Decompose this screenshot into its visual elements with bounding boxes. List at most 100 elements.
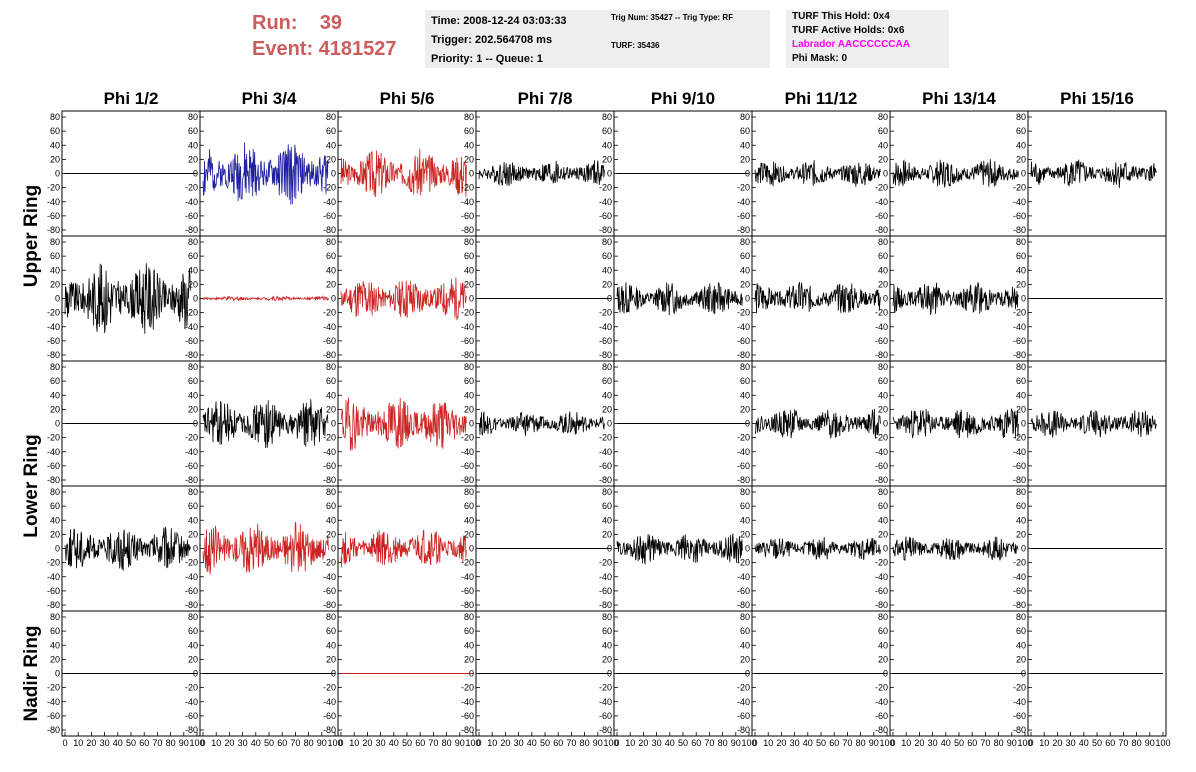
y-tick-label: -80: [47, 725, 60, 735]
y-tick-label: 40: [50, 515, 60, 525]
x-tick-label: 20: [776, 738, 786, 748]
y-tick-label: 40: [464, 390, 474, 400]
y-tick-label: 40: [464, 265, 474, 275]
y-tick-label: 80: [464, 362, 474, 372]
y-tick-label: 20: [464, 654, 474, 664]
y-tick-label: -60: [737, 461, 750, 471]
x-tick-label: 80: [166, 738, 176, 748]
y-tick-label: -60: [599, 586, 612, 596]
y-tick-label: -40: [47, 447, 60, 457]
x-tick-label: 10: [625, 738, 635, 748]
y-tick-label: -80: [461, 725, 474, 735]
y-tick-label: 20: [1016, 529, 1026, 539]
y-tick-label: -20: [599, 308, 612, 318]
y-tick-label: -60: [47, 586, 60, 596]
x-tick-label: 50: [816, 738, 826, 748]
y-tick-label: -20: [47, 308, 60, 318]
y-tick-label: -20: [461, 683, 474, 693]
y-tick-label: -80: [1013, 725, 1026, 735]
x-tick-label: 20: [86, 738, 96, 748]
y-tick-label: -40: [875, 197, 888, 207]
y-tick-label: 20: [50, 154, 60, 164]
y-tick-label: -60: [461, 711, 474, 721]
y-tick-label: 0: [1021, 669, 1026, 679]
y-tick-label: 80: [1016, 487, 1026, 497]
y-tick-label: -80: [875, 350, 888, 360]
y-tick-label: 40: [464, 140, 474, 150]
y-tick-label: 20: [1016, 154, 1026, 164]
x-tick-label: 60: [415, 738, 425, 748]
y-tick-label: 20: [602, 279, 612, 289]
y-tick-label: 0: [1021, 294, 1026, 304]
y-tick-label: 20: [464, 404, 474, 414]
y-tick-label: 20: [188, 529, 198, 539]
x-tick-label: 80: [442, 738, 452, 748]
y-tick-label: -60: [47, 336, 60, 346]
y-tick-label: -20: [185, 433, 198, 443]
y-tick-label: 80: [740, 362, 750, 372]
y-tick-label: -80: [875, 225, 888, 235]
y-tick-label: 80: [188, 237, 198, 247]
waveform-trace: [340, 277, 467, 321]
y-tick-label: 60: [326, 501, 336, 511]
y-tick-label: 0: [607, 669, 612, 679]
y-tick-label: -20: [875, 308, 888, 318]
waveform-trace: [478, 160, 605, 187]
x-tick-label: 80: [1132, 738, 1142, 748]
y-tick-label: -60: [323, 336, 336, 346]
x-tick-label: 10: [1039, 738, 1049, 748]
trigger-info-panel: Time: 2008-12-24 03:03:33 Trigger: 202.5…: [425, 10, 617, 68]
y-tick-label: -60: [599, 711, 612, 721]
priority-text: Priority: 1 -- Queue: 1: [431, 53, 543, 65]
y-tick-label: 40: [1016, 390, 1026, 400]
y-tick-label: -80: [599, 475, 612, 485]
x-tick-label: 90: [179, 738, 189, 748]
y-tick-label: 60: [188, 501, 198, 511]
x-tick-label: 50: [1092, 738, 1102, 748]
y-tick-label: 80: [50, 112, 60, 122]
y-tick-label: -40: [47, 697, 60, 707]
x-tick-label: 60: [829, 738, 839, 748]
waveform-trace: [892, 159, 1019, 188]
y-tick-label: 40: [464, 515, 474, 525]
y-tick-label: -80: [1013, 225, 1026, 235]
y-tick-label: 80: [740, 237, 750, 247]
waveform-trace: [64, 526, 191, 571]
y-tick-label: -60: [1013, 336, 1026, 346]
y-tick-label: 40: [1016, 640, 1026, 650]
y-tick-label: -60: [323, 461, 336, 471]
y-tick-label: -40: [1013, 572, 1026, 582]
y-tick-label: -60: [599, 461, 612, 471]
x-tick-label: 40: [665, 738, 675, 748]
y-tick-label: -40: [599, 572, 612, 582]
y-tick-label: 60: [878, 251, 888, 261]
column-header: Phi 3/4: [242, 89, 297, 108]
x-tick-label: 100: [327, 738, 342, 748]
y-tick-label: 20: [50, 529, 60, 539]
y-tick-label: 60: [740, 251, 750, 261]
x-tick-label: 30: [514, 738, 524, 748]
x-tick-label: 10: [901, 738, 911, 748]
y-tick-label: 40: [602, 265, 612, 275]
y-tick-label: 20: [878, 279, 888, 289]
y-tick-label: 40: [188, 390, 198, 400]
y-tick-label: -40: [461, 572, 474, 582]
y-tick-label: -80: [737, 350, 750, 360]
y-tick-label: 20: [878, 654, 888, 664]
y-tick-label: -40: [599, 447, 612, 457]
y-tick-label: -80: [47, 225, 60, 235]
x-tick-label: 80: [856, 738, 866, 748]
y-tick-label: -60: [461, 211, 474, 221]
x-tick-label: 60: [277, 738, 287, 748]
y-tick-label: 40: [326, 390, 336, 400]
x-tick-label: 30: [790, 738, 800, 748]
run-value: 39: [319, 12, 343, 34]
y-tick-label: -60: [1013, 586, 1026, 596]
x-tick-label: 30: [376, 738, 386, 748]
y-tick-label: 80: [878, 487, 888, 497]
column-header: Phi 15/16: [1060, 89, 1134, 108]
x-tick-label: 80: [580, 738, 590, 748]
y-tick-label: 0: [469, 419, 474, 429]
y-tick-label: 40: [602, 640, 612, 650]
y-tick-label: 20: [326, 154, 336, 164]
